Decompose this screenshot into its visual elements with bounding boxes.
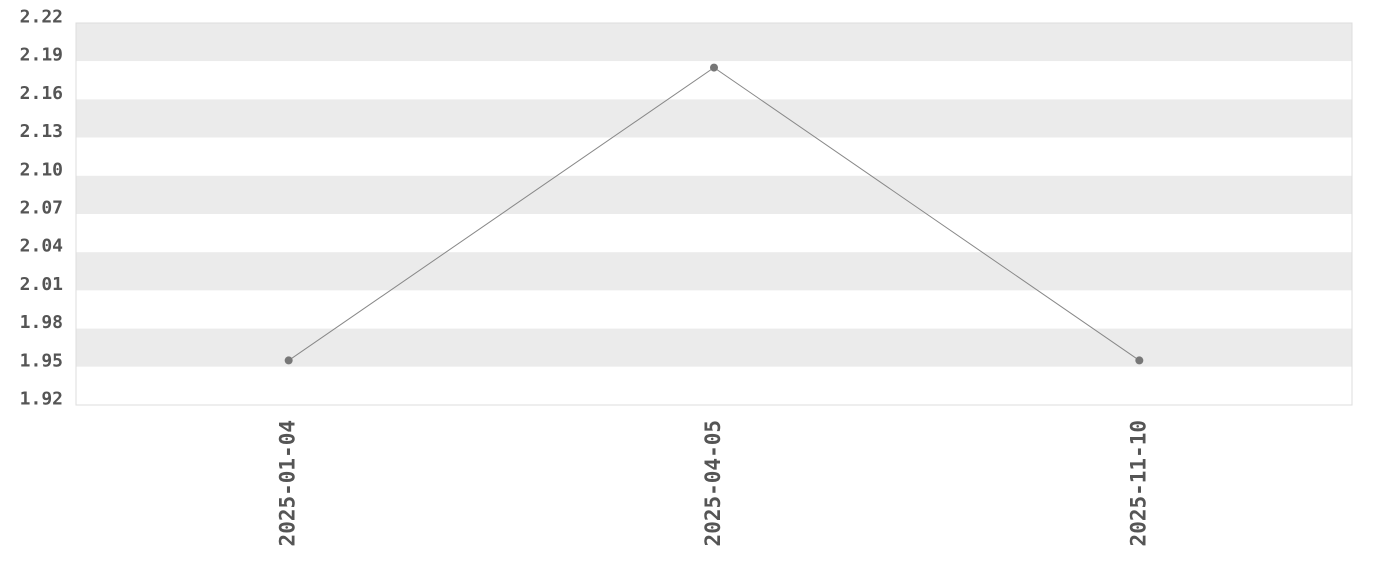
grid-band bbox=[76, 214, 1352, 253]
grid-band bbox=[76, 290, 1352, 329]
grid-band bbox=[76, 23, 1352, 62]
data-point[interactable] bbox=[710, 63, 718, 72]
x-axis: 2025-01-04 2025-04-05 2025-11-10 bbox=[276, 420, 1151, 546]
grid-band bbox=[76, 99, 1352, 138]
y-tick-label: 2.19 bbox=[20, 45, 63, 66]
y-tick-label: 2.22 bbox=[20, 7, 63, 28]
data-point[interactable] bbox=[284, 356, 293, 365]
x-tick-label: 2025-11-10 bbox=[1126, 420, 1150, 546]
plot-frame bbox=[75, 22, 1353, 406]
grid-band bbox=[76, 137, 1352, 176]
y-tick-label: 1.92 bbox=[20, 389, 63, 410]
grid-band bbox=[76, 328, 1352, 367]
y-tick-label: 2.04 bbox=[20, 236, 64, 257]
y-tick-label: 2.10 bbox=[20, 159, 63, 180]
grid-band bbox=[76, 252, 1352, 291]
x-tick-label: 2025-01-04 bbox=[276, 420, 300, 546]
y-tick-label: 2.07 bbox=[20, 198, 63, 219]
y-tick-label: 1.98 bbox=[20, 312, 63, 333]
y-tick-label: 2.13 bbox=[20, 121, 63, 142]
grid-band bbox=[76, 175, 1352, 214]
y-tick-label: 2.16 bbox=[20, 83, 63, 104]
grid-band bbox=[76, 366, 1352, 405]
data-point[interactable] bbox=[1135, 356, 1144, 365]
x-tick-label: 2025-04-05 bbox=[701, 420, 725, 546]
series bbox=[284, 63, 1144, 365]
y-axis: 1.92 1.95 1.98 2.01 2.04 2.07 2.10 2.13 2.16 2.19… bbox=[20, 7, 64, 410]
grid-bands bbox=[76, 23, 1352, 405]
y-tick-label: 2.01 bbox=[20, 274, 63, 295]
y-tick-label: 1.95 bbox=[20, 350, 63, 371]
